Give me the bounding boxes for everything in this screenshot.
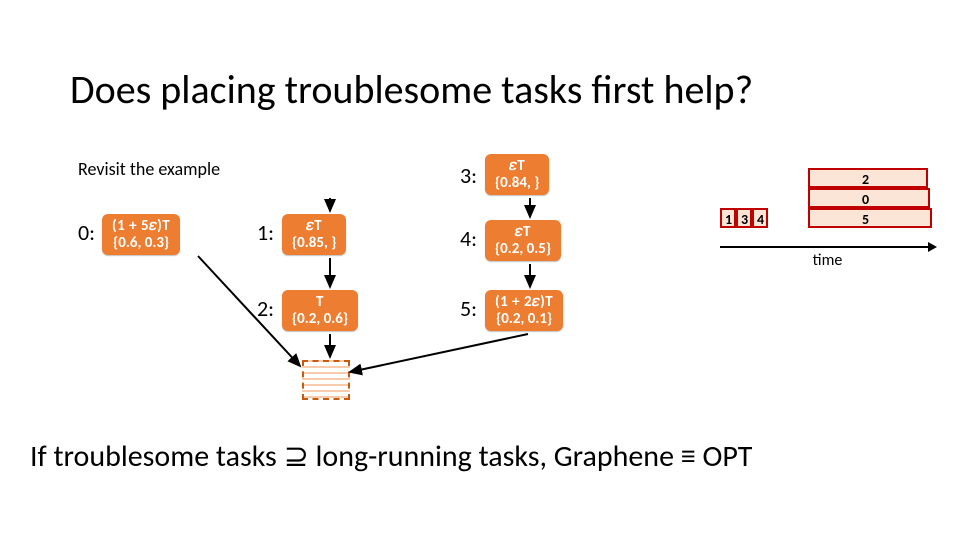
task-0: (1 + 5𝜀)T {0.6, 0.3} bbox=[102, 214, 180, 255]
task-2-mid: {0.2, 0.6} bbox=[292, 311, 348, 328]
task-2-top: T bbox=[316, 294, 324, 311]
slide-subtitle: Revisit the example bbox=[78, 158, 220, 180]
task-4: 𝜀T {0.2, 0.5} bbox=[485, 220, 561, 261]
node-0-label: 0: bbox=[78, 219, 95, 246]
task-0-mid: {0.6, 0.3} bbox=[113, 235, 169, 252]
sink-node bbox=[302, 360, 350, 400]
task-3-top: 𝜀T bbox=[509, 158, 525, 175]
time-axis-label: time bbox=[720, 251, 935, 270]
node-2-label: 2: bbox=[257, 295, 274, 322]
bar-0: 0 bbox=[808, 188, 930, 208]
schedule-timeline: 2 0 5 1 3 4 time bbox=[720, 168, 935, 266]
task-3-mid: {0.84, } bbox=[495, 175, 539, 192]
task-1-mid: {0.85, } bbox=[292, 235, 336, 252]
slide-title: Does placing troublesome tasks first hel… bbox=[70, 65, 753, 114]
task-5-mid: {0.2, 0.1} bbox=[496, 311, 552, 328]
task-3: 𝜀T {0.84, } bbox=[485, 154, 549, 195]
bar-5: 5 bbox=[808, 208, 932, 228]
time-axis bbox=[720, 246, 935, 248]
task-1-top: 𝜀T bbox=[306, 218, 322, 235]
node-1-label: 1: bbox=[257, 219, 274, 246]
bar-1: 1 bbox=[720, 208, 736, 228]
task-2: T {0.2, 0.6} bbox=[282, 290, 358, 331]
bar-2: 2 bbox=[808, 168, 928, 188]
task-1: 𝜀T {0.85, } bbox=[282, 214, 346, 255]
node-5-label: 5: bbox=[460, 295, 477, 322]
bar-3: 3 bbox=[736, 208, 752, 228]
task-4-top: 𝜀T bbox=[515, 224, 531, 241]
node-3-label: 3: bbox=[460, 162, 477, 189]
task-4-mid: {0.2, 0.5} bbox=[495, 241, 551, 258]
task-5: (1 + 2𝜀)T {0.2, 0.1} bbox=[485, 290, 563, 331]
task-5-top: (1 + 2𝜀)T bbox=[495, 294, 553, 311]
bar-4: 4 bbox=[752, 208, 768, 228]
conclusion-text: If troublesome tasks ⊇ long-running task… bbox=[30, 438, 752, 475]
node-4-label: 4: bbox=[460, 225, 477, 252]
task-0-top: (1 + 5𝜀)T bbox=[112, 218, 170, 235]
